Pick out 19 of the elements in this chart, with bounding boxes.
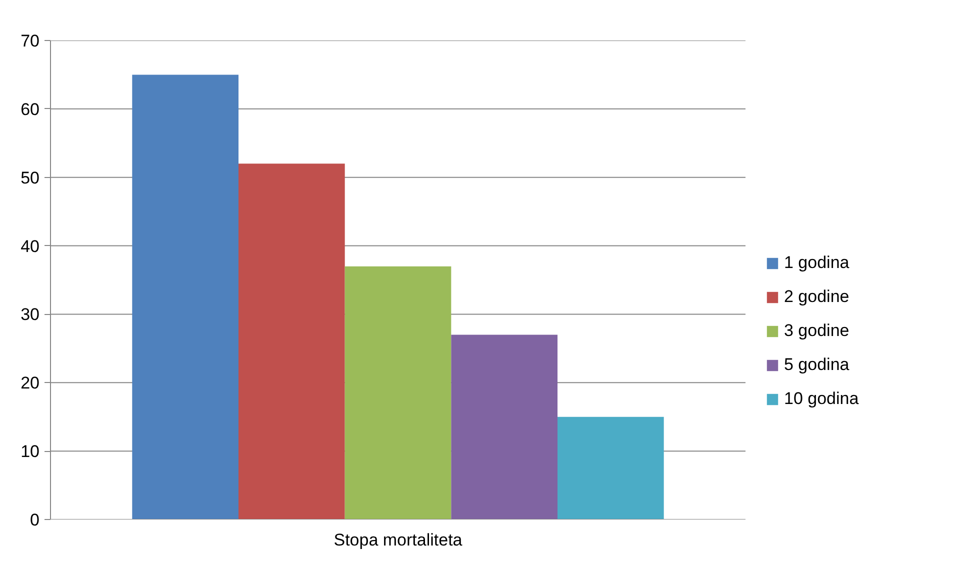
- y-tick-label: 70: [20, 32, 40, 50]
- y-tick-label: 0: [30, 510, 40, 530]
- y-tick-label: 40: [20, 236, 40, 256]
- y-tick-label: 50: [20, 168, 40, 188]
- y-tick-label: 20: [20, 374, 40, 393]
- bar: [558, 416, 664, 520]
- bar: [451, 334, 558, 520]
- x-tick-label: Stopa mortaliteta: [334, 530, 463, 550]
- legend-label: 10 godina: [784, 389, 859, 409]
- bar: [344, 266, 452, 520]
- y-tick-label: 10: [20, 442, 40, 462]
- bar: [238, 164, 345, 520]
- legend-label: 3 godine: [784, 321, 850, 341]
- bar: [132, 74, 238, 520]
- y-tick-label: 30: [20, 305, 40, 324]
- legend-label: 2 godine: [784, 287, 850, 307]
- legend-label: 1 godina: [784, 253, 850, 273]
- legend-label: 5 godina: [784, 355, 850, 375]
- y-tick-label: 60: [20, 100, 40, 119]
